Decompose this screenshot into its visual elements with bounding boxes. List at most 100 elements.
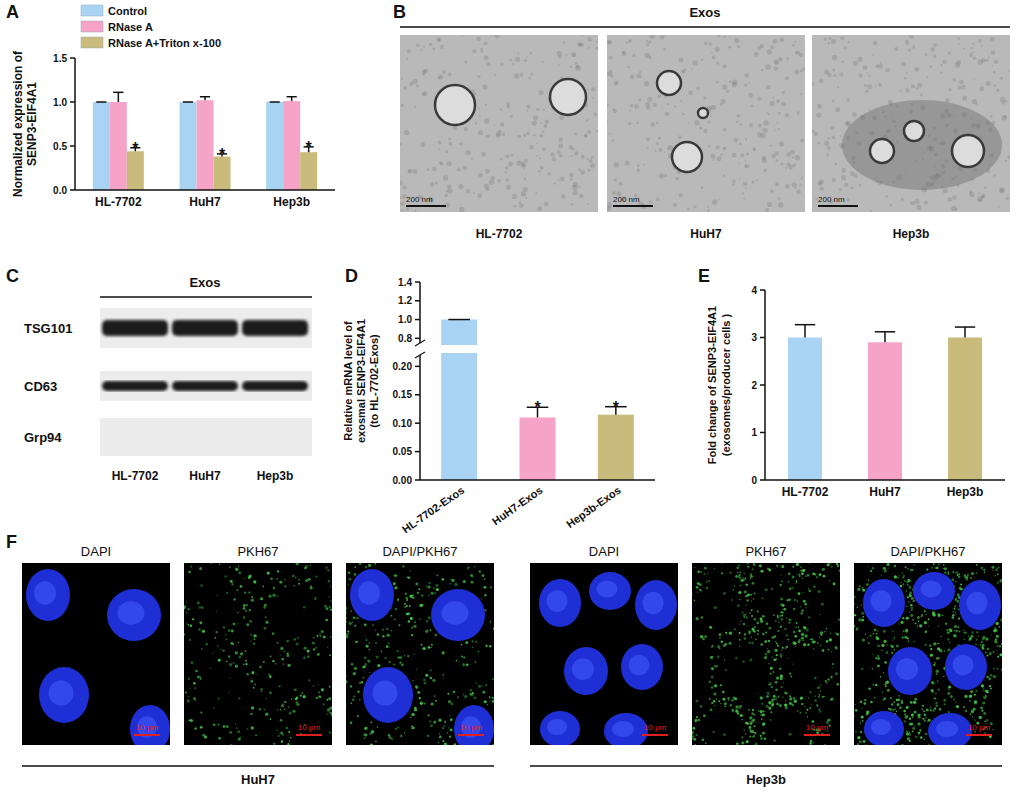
texture	[561, 194, 566, 199]
pkh67-signal	[325, 566, 327, 568]
texture	[521, 191, 526, 196]
pkh67-signal	[764, 640, 767, 643]
texture	[414, 210, 416, 212]
pkh67-signal	[357, 691, 359, 693]
pkh67-signal	[804, 706, 805, 707]
pkh67-signal	[434, 592, 436, 594]
y-tick	[70, 145, 75, 147]
blot-strip	[100, 418, 312, 456]
pkh67-signal	[436, 588, 439, 591]
pkh67-signal	[363, 733, 365, 735]
texture	[547, 172, 551, 176]
pkh67-signal	[769, 683, 771, 685]
texture	[647, 147, 649, 149]
texture	[906, 43, 908, 45]
texture	[512, 194, 517, 199]
texture	[501, 133, 505, 137]
pkh67-signal	[786, 646, 788, 648]
texture	[863, 65, 868, 70]
pkh67-signal	[824, 631, 825, 632]
legend-swatch	[81, 21, 103, 32]
pkh67-signal	[735, 706, 738, 709]
texture	[859, 184, 861, 186]
pkh67-signal	[259, 708, 262, 711]
pkh67-signal	[444, 742, 447, 745]
pkh67-signal	[292, 710, 295, 713]
pkh67-signal	[801, 633, 804, 636]
texture	[955, 62, 961, 68]
error-cap	[270, 101, 280, 103]
pkh67-signal	[836, 683, 839, 686]
pkh67-signal	[471, 640, 473, 642]
texture	[701, 187, 703, 189]
texture	[636, 168, 640, 172]
texture	[746, 153, 749, 156]
pkh67-signal	[273, 587, 276, 590]
pkh67-signal	[743, 623, 745, 625]
texture	[421, 49, 423, 51]
texture	[973, 78, 975, 80]
pkh67-signal	[812, 640, 815, 643]
texture	[613, 109, 617, 113]
texture	[659, 148, 663, 152]
texture	[540, 166, 544, 170]
pkh67-signal	[190, 624, 193, 627]
pkh67-signal	[238, 656, 241, 659]
pkh67-signal	[346, 706, 347, 707]
texture	[723, 64, 727, 68]
pkh67-signal	[817, 642, 819, 644]
texture	[778, 202, 783, 207]
pkh67-signal	[398, 624, 400, 626]
texture	[723, 128, 726, 131]
pkh67-signal	[744, 633, 746, 635]
texture	[587, 169, 590, 172]
pkh67-signal	[304, 647, 307, 650]
texture	[572, 54, 575, 57]
texture	[912, 45, 915, 48]
y-tick-label: 0.15	[393, 389, 413, 400]
pkh67-signal	[321, 689, 323, 691]
header-line	[100, 296, 312, 298]
texture	[584, 134, 588, 138]
texture	[858, 57, 863, 62]
scale-bar-label: 10 μm	[136, 723, 159, 732]
bar	[520, 418, 556, 481]
pkh67-signal	[751, 628, 754, 631]
pkh67-signal	[435, 700, 437, 702]
texture	[506, 105, 510, 109]
texture	[716, 81, 719, 84]
texture	[774, 66, 779, 71]
pkh67-signal	[414, 621, 415, 622]
texture	[1006, 196, 1010, 200]
pkh67-signal	[328, 606, 330, 608]
pkh67-signal	[709, 698, 711, 700]
texture	[471, 158, 473, 160]
pkh67-signal	[403, 563, 405, 564]
texture	[711, 154, 716, 159]
pkh67-signal	[484, 578, 486, 580]
pkh67-signal	[739, 599, 740, 600]
scale-bar	[818, 205, 858, 207]
pkh67-signal	[366, 727, 368, 729]
pkh67-signal	[443, 725, 445, 727]
texture	[416, 84, 419, 87]
pkh67-signal	[796, 600, 798, 602]
texture	[794, 41, 796, 43]
pkh67-signal	[280, 709, 282, 711]
texture	[991, 50, 996, 55]
image-background	[812, 35, 1010, 212]
pkh67-signal	[793, 631, 795, 633]
pkh67-signal	[210, 668, 211, 669]
scale-bar	[134, 734, 160, 736]
pkh67-signal	[372, 624, 373, 625]
pkh67-signal	[223, 626, 225, 628]
pkh67-signal	[427, 735, 429, 737]
texture	[626, 42, 628, 44]
x-tick-label: HuH7	[189, 195, 221, 209]
texture	[841, 175, 846, 180]
pkh67-signal	[348, 633, 350, 635]
pkh67-signal	[351, 663, 354, 666]
texture	[559, 154, 563, 158]
pkh67-signal	[321, 630, 324, 633]
texture	[839, 188, 842, 191]
